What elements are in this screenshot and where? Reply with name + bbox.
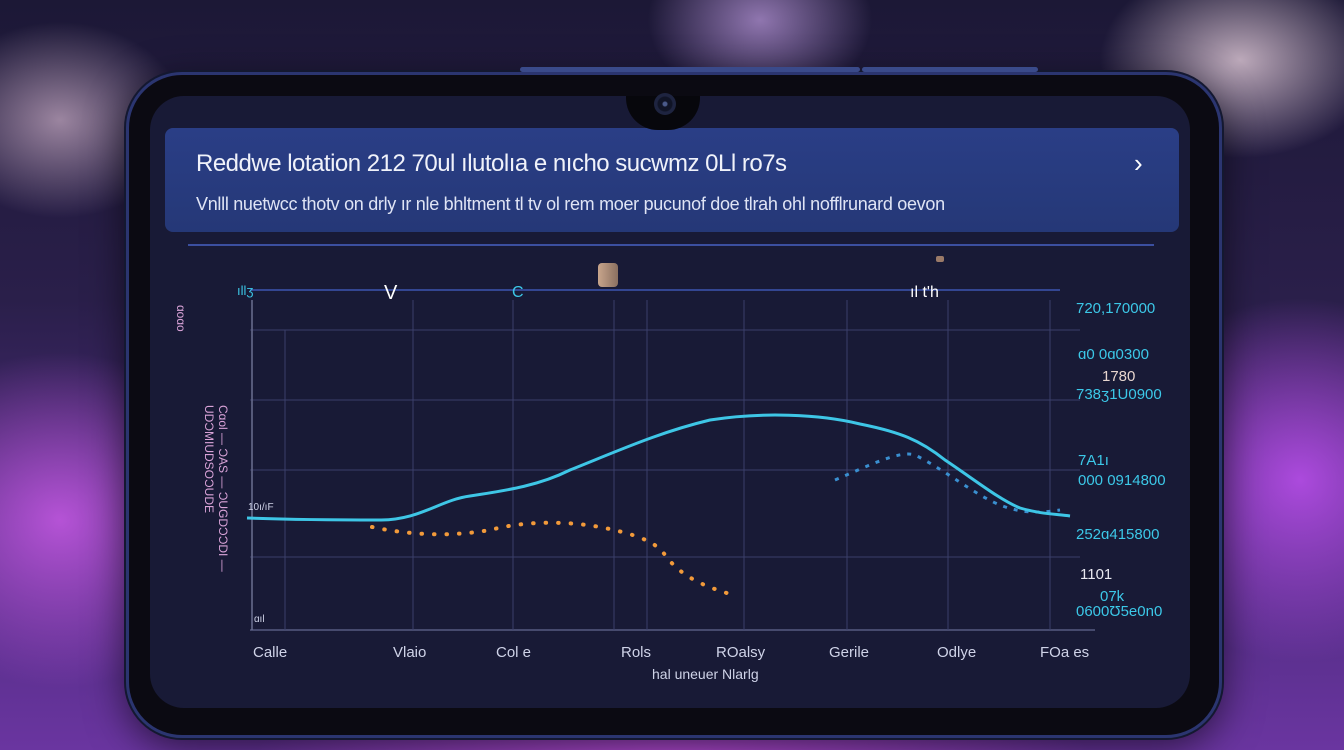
x-tick: Gerile <box>829 644 870 661</box>
series-orange-dotted <box>370 520 732 596</box>
right-value: 720,170000 <box>1076 300 1156 317</box>
camera-icon <box>654 93 676 115</box>
y-tick: ɑıl <box>254 614 265 625</box>
y-tick: 10ı/ıF <box>248 502 274 513</box>
y-axis-top-label: ıllʒ <box>237 283 254 298</box>
phone-volume-button <box>862 67 1038 72</box>
right-value: 0600Ʊ5e0n0 <box>1076 603 1163 620</box>
x-tick: FOa es <box>1040 644 1090 661</box>
right-value: 1780 <box>1102 368 1136 385</box>
x-axis-label: hal uneuer Nlarlg <box>652 666 759 682</box>
right-value: 252ɑ415800 <box>1076 526 1160 543</box>
x-tick: Rols <box>621 644 652 661</box>
x-tick: Calle <box>253 644 288 661</box>
chevron-right-icon[interactable]: › <box>1134 148 1143 178</box>
phone-top-edge <box>520 67 860 72</box>
header-card[interactable] <box>165 128 1179 232</box>
card-subtitle: Vnlll nuetwcc thotv on drly ır nle bhltm… <box>196 194 945 214</box>
legend-c[interactable]: C <box>512 284 524 301</box>
legend-series-3[interactable]: ıl t'h <box>910 284 939 301</box>
right-value: 07k <box>1100 588 1125 605</box>
right-value: 7A1ı <box>1078 452 1109 469</box>
right-value: 000 0914800 <box>1078 472 1166 489</box>
y-axis-label-top: ɑoɑo <box>174 305 188 332</box>
right-value: 738ʒ1U0900 <box>1076 386 1162 403</box>
x-tick: Col e <box>496 644 532 661</box>
marker-dot <box>936 256 944 262</box>
slider-handle[interactable] <box>598 263 618 287</box>
y-axis-label: Ϲɑol — ƆAS — ƆUGDƆƆDI — UDƆMIUDSOƆUDE <box>202 405 230 572</box>
x-tick: ROalsy <box>716 644 766 661</box>
x-tick: Odlye <box>937 644 977 661</box>
right-value: 1101 <box>1080 566 1113 583</box>
divider <box>188 244 1154 246</box>
series-cyan-solid <box>246 413 1071 522</box>
x-tick: Vlaio <box>393 644 427 661</box>
legend-v[interactable]: V <box>384 282 398 304</box>
card-title: Reddwe lotation 212 70ul ılutolıa e nıch… <box>196 150 787 177</box>
right-value: ɑ0 0ɑ0300 <box>1078 346 1149 363</box>
